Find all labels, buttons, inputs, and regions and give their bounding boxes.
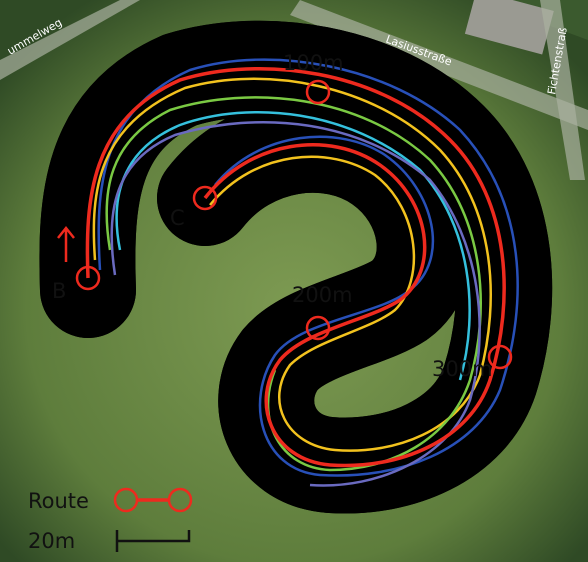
route [85,66,506,468]
legend-marker [113,487,139,513]
marker-label: 200m [292,283,353,307]
legend-marker [167,487,193,513]
scale-bar [115,530,191,552]
scale-label: 20m [28,529,75,553]
marker-label: C [170,206,185,230]
trees [0,0,588,40]
road [0,0,140,80]
marker-label: 100m [283,51,344,75]
legend: Route 20m [28,487,193,553]
marker-label: 300m [432,357,493,381]
road [290,0,588,130]
road [540,0,585,180]
building [464,0,554,55]
tracks [92,58,519,487]
marker-label: B [52,279,66,303]
legend-route-label: Route [28,489,89,513]
route-markers [75,79,513,370]
direction-arrow [57,225,75,262]
